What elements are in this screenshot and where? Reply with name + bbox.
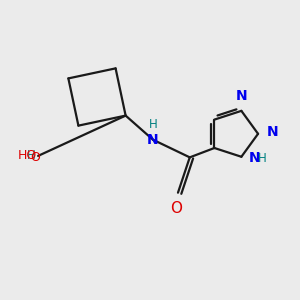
Text: O: O <box>170 201 182 216</box>
Text: N: N <box>236 89 247 103</box>
Text: O: O <box>31 151 40 164</box>
Text: N: N <box>266 125 278 139</box>
Text: H: H <box>258 152 266 165</box>
Text: H: H <box>27 149 36 162</box>
Text: HO: HO <box>17 149 37 162</box>
Text: N: N <box>249 151 260 165</box>
Text: N: N <box>147 133 159 147</box>
Text: H: H <box>148 118 157 131</box>
